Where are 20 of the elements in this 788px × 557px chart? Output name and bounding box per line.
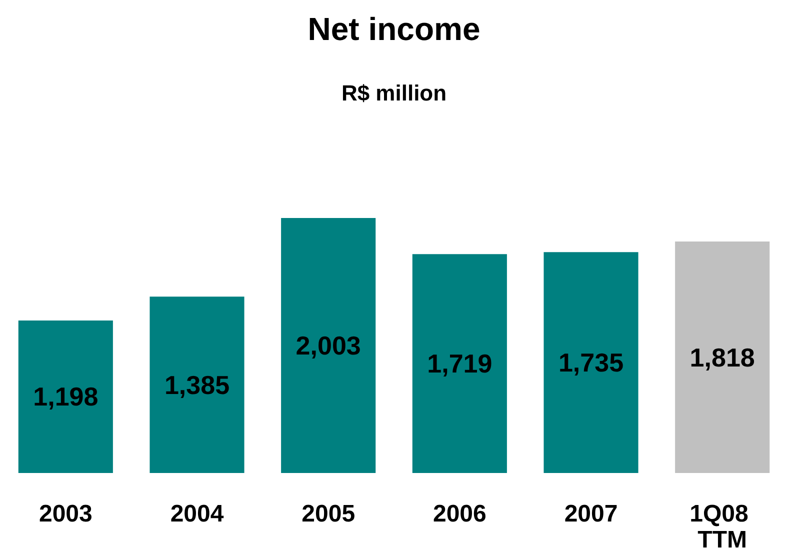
x-tick-label: 1Q08 TTM bbox=[690, 500, 756, 554]
data-label: 1,818 bbox=[690, 342, 755, 372]
data-label: 1,198 bbox=[33, 382, 98, 412]
chart-subtitle: R$ million bbox=[341, 80, 447, 106]
bar bbox=[675, 242, 770, 473]
data-label: 1,385 bbox=[164, 370, 230, 400]
bar bbox=[544, 252, 638, 473]
x-tick-label: 2007 bbox=[564, 500, 618, 528]
data-label: 1,719 bbox=[427, 348, 492, 379]
data-label: 2,003 bbox=[296, 330, 361, 360]
x-tick-label: 2004 bbox=[170, 500, 224, 528]
x-tick-label: 2003 bbox=[38, 500, 92, 528]
bar bbox=[18, 320, 113, 473]
x-tick-label: 2006 bbox=[432, 500, 486, 528]
bar bbox=[150, 296, 244, 473]
data-label: 1,735 bbox=[558, 348, 624, 378]
bar bbox=[281, 218, 376, 473]
chart-title: Net income bbox=[308, 11, 480, 47]
x-tick-label: 2005 bbox=[302, 500, 356, 528]
bar bbox=[412, 254, 507, 473]
